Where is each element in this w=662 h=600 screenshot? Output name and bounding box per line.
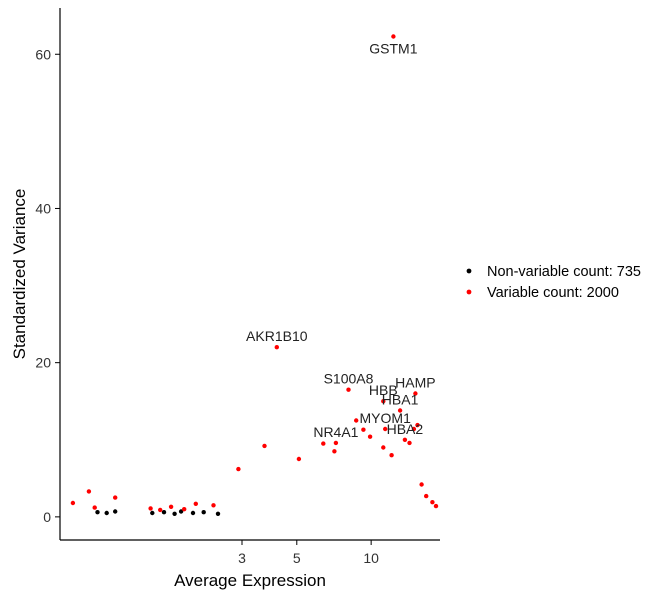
y-tick-label: 0 (43, 509, 51, 525)
gene-point (346, 387, 351, 392)
non_variable-point (95, 510, 100, 515)
legend: Non-variable count: 735 Variable count: … (466, 264, 641, 301)
variable-point (367, 434, 373, 439)
gene-label: HBA1 (382, 392, 419, 408)
y-tick-label: 20 (35, 355, 51, 371)
variable-point (182, 507, 187, 512)
gene-point (383, 426, 388, 432)
y-axis-title: Standardized Variance (10, 189, 29, 360)
gene-point (274, 345, 279, 350)
variable-point (389, 453, 394, 458)
gene-point (333, 440, 339, 446)
gene-label: MYOM1 (360, 410, 412, 426)
variable-point (411, 426, 417, 432)
variable-point (86, 489, 92, 494)
y-axis-ticks: 0 20 40 60 (35, 46, 60, 525)
variable-point (424, 493, 429, 499)
gene-label: S100A8 (324, 371, 374, 387)
gene-point (402, 437, 408, 442)
points-layer (70, 418, 439, 516)
variable-point (419, 482, 424, 487)
legend-label-non-variable: Non-variable count: 735 (487, 264, 641, 280)
variable-point (193, 501, 198, 506)
gene-label: HBA2 (387, 421, 424, 437)
variable-point (236, 466, 241, 472)
gene-label: HBB (369, 382, 398, 398)
variable-point (148, 506, 153, 511)
variable-point (430, 500, 435, 505)
variable-point (415, 422, 420, 428)
non_variable-point (201, 510, 206, 515)
x-axis-ticks: 3 5 10 (238, 540, 379, 566)
non_variable-point (161, 510, 167, 515)
legend-marker-non-variable (466, 268, 472, 274)
variable-point (158, 507, 163, 513)
variable-point (296, 456, 302, 462)
variable-point (332, 449, 337, 454)
non_variable-point (215, 511, 221, 516)
y-tick-label: 40 (35, 200, 51, 216)
non_variable-point (172, 511, 177, 516)
variable-point (113, 495, 118, 500)
legend-label-variable: Variable count: 2000 (487, 285, 619, 301)
variable-point (354, 418, 359, 423)
non_variable-point (150, 510, 155, 516)
gene-point (381, 399, 386, 404)
gene-point (391, 34, 396, 39)
variable-point (262, 443, 267, 449)
gene-label: GSTM1 (369, 41, 417, 57)
gene-label: HAMP (395, 375, 435, 391)
variable-point (321, 441, 326, 446)
variable-point (407, 440, 412, 446)
variable-point (168, 504, 174, 509)
x-tick-label: 5 (293, 550, 301, 566)
non_variable-point (113, 509, 118, 514)
x-tick-label: 3 (238, 550, 246, 566)
non_variable-point (190, 510, 196, 516)
gene-point (413, 391, 418, 396)
variable-point (70, 500, 76, 506)
y-tick-label: 60 (35, 46, 51, 62)
variable-point (433, 503, 439, 509)
gene-point (397, 408, 403, 413)
gene-label: AKR1B10 (246, 328, 308, 344)
variable-point (92, 505, 97, 510)
x-tick-label: 10 (363, 550, 379, 566)
non_variable-point (178, 509, 184, 514)
x-axis-title: Average Expression (174, 571, 326, 590)
variable-point (381, 445, 386, 450)
legend-marker-variable (466, 289, 472, 295)
variable-point (211, 503, 216, 508)
gene-label: NR4A1 (313, 424, 358, 440)
non_variable-point (104, 510, 109, 516)
variable-point (361, 427, 366, 432)
